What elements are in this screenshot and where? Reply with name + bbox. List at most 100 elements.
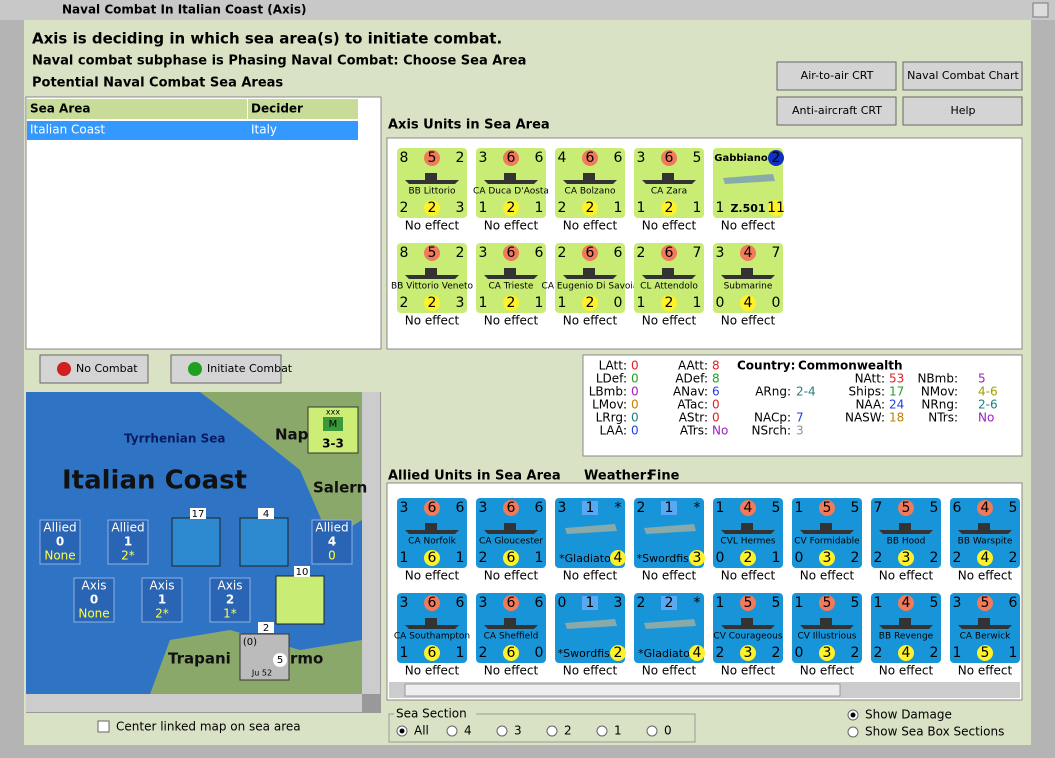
unit-stat: 2 — [558, 200, 567, 216]
stat-value: No — [978, 411, 994, 425]
stat-label: NSrch: — [751, 424, 791, 438]
unit-stat: 6 — [665, 150, 674, 166]
unit-counter[interactable] — [634, 593, 704, 663]
checkbox[interactable] — [97, 720, 110, 733]
unit-icon — [504, 618, 516, 625]
sea-box-value: 4 — [328, 535, 336, 549]
badge — [661, 150, 677, 166]
unit-stat: 1 — [637, 200, 646, 216]
sea-box-value: 1 — [124, 535, 132, 549]
scroll-thumb[interactable] — [404, 683, 841, 697]
badge — [661, 596, 677, 610]
unit-stat: 7 — [772, 245, 781, 261]
unit-icon — [741, 523, 753, 530]
radio-label: 1 — [614, 724, 622, 738]
table-row[interactable] — [27, 121, 358, 140]
unit-icon — [504, 173, 516, 180]
unit-stat: 5 — [823, 595, 832, 611]
unit-stat: 3 — [479, 595, 488, 611]
unit-stat: 4 — [902, 645, 911, 661]
badge — [582, 150, 598, 166]
badge — [424, 645, 440, 661]
unit-name: BB Littorio — [409, 187, 456, 197]
transport-name: Ju 52 — [251, 669, 272, 678]
unit-icon — [405, 625, 459, 629]
stack-count: 4 — [263, 509, 269, 520]
unit-status: No effect — [721, 569, 776, 583]
unit-stat: 2 — [586, 200, 595, 216]
map-scrollbar[interactable] — [26, 694, 362, 712]
unit-stat: 6 — [507, 645, 516, 661]
radio-dot — [399, 728, 405, 734]
badge — [768, 150, 784, 166]
radio[interactable] — [546, 725, 558, 737]
badge — [977, 550, 993, 566]
unit-stat: 1 — [874, 595, 883, 611]
radio[interactable] — [446, 725, 458, 737]
stat-label: NAtt: — [855, 372, 885, 386]
sea-box-note: 2* — [155, 607, 169, 621]
unit-status: No effect — [563, 314, 618, 328]
map-counter[interactable] — [275, 575, 325, 625]
map-scrollbar[interactable] — [362, 392, 380, 694]
map-counter[interactable] — [171, 517, 221, 567]
radio[interactable] — [646, 725, 658, 737]
unit-stat: 3 — [693, 550, 702, 566]
subphase-text: Naval combat subphase is Phasing Naval C… — [32, 54, 526, 69]
stat-label: ANav: — [673, 385, 708, 399]
unit-stat: 6 — [535, 500, 544, 516]
unit-icon — [820, 523, 832, 530]
unit-counter[interactable] — [634, 498, 704, 568]
sea-box — [107, 519, 149, 565]
button-label: No Combat — [76, 362, 138, 375]
unit-status: No effect — [642, 219, 697, 233]
unit-stat: 1 — [772, 550, 781, 566]
table-header — [248, 99, 358, 119]
radio[interactable] — [496, 725, 508, 737]
sea-box — [209, 577, 251, 623]
button[interactable] — [776, 96, 897, 126]
unit-name: BB Hood — [887, 537, 926, 547]
unit-stat: 1 — [693, 200, 702, 216]
sea-box — [311, 519, 353, 565]
radio[interactable] — [596, 725, 608, 737]
unit-icon — [563, 180, 617, 184]
button[interactable] — [39, 354, 149, 384]
unit-name: *Gladiator* — [638, 647, 700, 660]
unit-title: Gabbiano — [714, 153, 768, 164]
badge — [424, 295, 440, 311]
unit-stat: 2 — [507, 295, 516, 311]
button[interactable] — [776, 61, 897, 91]
unit-counter[interactable] — [713, 148, 783, 218]
stat-label: NRng: — [921, 398, 958, 412]
button[interactable] — [902, 61, 1023, 91]
badge — [503, 245, 519, 261]
unit-icon — [978, 618, 990, 625]
button[interactable] — [170, 354, 282, 384]
unit-stat: 4 — [744, 295, 753, 311]
unit-stat: 1 — [716, 200, 725, 216]
unit-icon — [899, 523, 911, 530]
unit-counter[interactable] — [555, 593, 625, 663]
unit-status: No effect — [721, 664, 776, 678]
unit-stat: 1 — [558, 295, 567, 311]
unit-stat: 1 — [535, 550, 544, 566]
transport-value: 5 — [277, 655, 283, 666]
stat-label: LAtt: — [599, 359, 627, 373]
unit-stat: 2 — [637, 500, 646, 516]
close-button[interactable] — [1032, 2, 1049, 18]
unit-stat: 2 — [930, 550, 939, 566]
stat-label: LMov: — [592, 398, 627, 412]
button-icon — [188, 362, 202, 376]
stat-value: 0 — [631, 411, 639, 425]
radio[interactable] — [847, 726, 859, 738]
unit-status: No effect — [563, 219, 618, 233]
unit-counter[interactable] — [555, 498, 625, 568]
unit-stat: 1 — [535, 295, 544, 311]
allied-units-title: Allied Units in Sea Area — [388, 469, 561, 484]
map-counter[interactable] — [239, 517, 289, 567]
button[interactable] — [902, 96, 1023, 126]
unit-icon — [721, 275, 775, 279]
unit-stat: 3 — [400, 595, 409, 611]
unit-name: Z.501 — [730, 202, 765, 215]
